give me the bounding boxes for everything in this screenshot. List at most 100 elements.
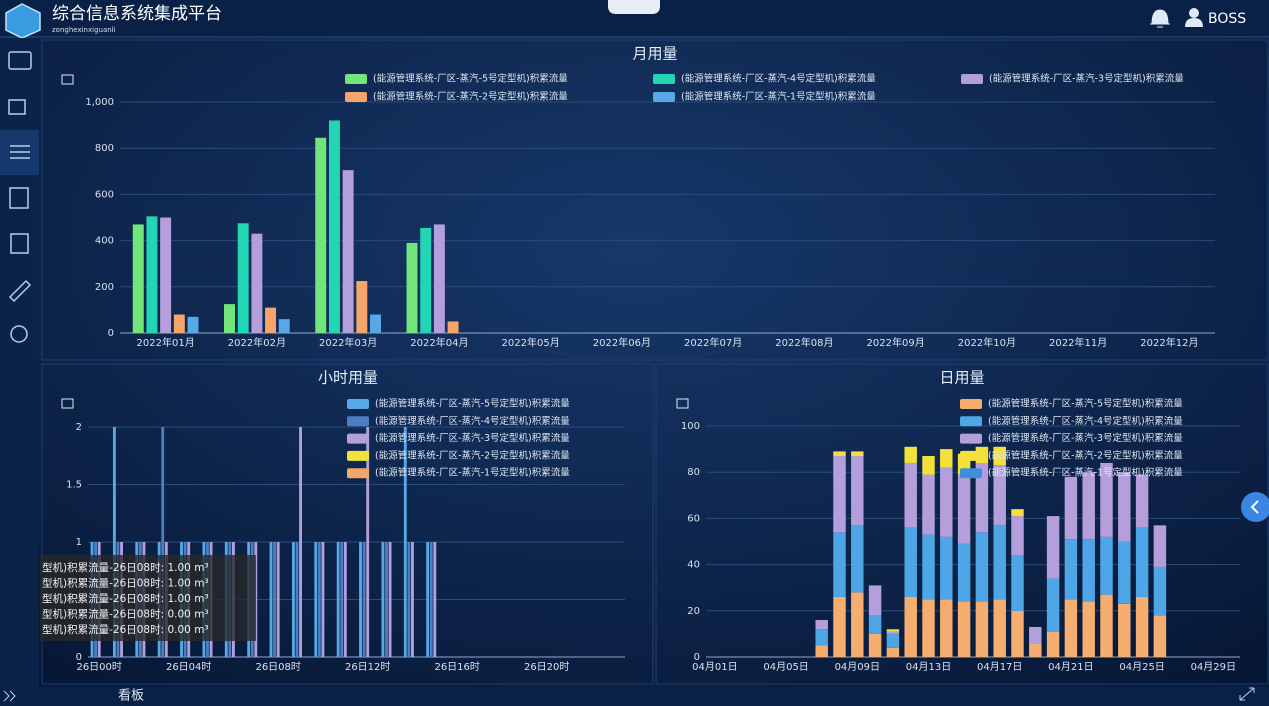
y-tick-label: 0 (108, 328, 114, 339)
y-tick-label: 2 (76, 422, 82, 433)
y-tick-label: 40 (687, 560, 700, 571)
legend-swatch (960, 468, 982, 479)
x-tick-label: 26日04时 (166, 661, 211, 673)
bar (278, 319, 290, 333)
legend-label: (能源管理系统-厂区-蒸汽-4号定型机)积累流量 (681, 73, 876, 85)
nav-icon[interactable] (8, 51, 32, 70)
bar-segment (1135, 474, 1149, 528)
legend-swatch (347, 399, 369, 409)
bar-segment (975, 601, 989, 657)
legend-swatch (960, 416, 982, 427)
bar-segment (993, 446, 1006, 466)
bar (370, 314, 381, 333)
x-tick-label: 04月09日 (835, 661, 880, 673)
x-tick-label: 2022年11月 (1049, 336, 1107, 349)
bar-segment (1082, 601, 1095, 657)
nav-icon[interactable] (10, 233, 29, 254)
bar-segment (886, 633, 900, 648)
y-tick-label: 1 (76, 537, 82, 548)
bar (342, 170, 354, 333)
bar (426, 542, 430, 657)
bar-segment (851, 525, 864, 593)
footer-tab[interactable]: 看板 (118, 688, 144, 704)
bar-segment (1011, 509, 1024, 517)
bar-segment (904, 527, 917, 597)
fullscreen-icon[interactable] (1239, 687, 1255, 701)
tooltip-row: 型机)积累流量-26日08时: 1.00 m³ (42, 592, 209, 605)
export-icon[interactable] (61, 74, 74, 85)
user-name[interactable]: BOSS (1208, 11, 1246, 27)
bar-segment (833, 456, 846, 533)
nav-icon[interactable] (9, 187, 29, 209)
collapse-handle[interactable] (608, 0, 660, 14)
bar-segment (904, 446, 917, 463)
bar-segment (851, 592, 864, 657)
expand-arrow (1250, 500, 1259, 514)
bar-segment (993, 525, 1006, 600)
bar (336, 542, 340, 657)
x-tick-label: 26日12时 (345, 661, 390, 673)
bar (161, 427, 165, 657)
x-tick-label: 26日16时 (434, 661, 479, 673)
bar (381, 542, 385, 657)
bar (328, 120, 340, 333)
bar-segment (1029, 643, 1042, 657)
bar (265, 307, 277, 333)
expand-button[interactable] (1241, 492, 1269, 522)
chart-title: 小时用量 (318, 369, 378, 387)
bar-segment (1118, 472, 1131, 542)
x-tick-label: 2022年10月 (958, 336, 1016, 349)
bar-segment (940, 449, 953, 468)
x-tick-label: 04月25日 (1119, 661, 1164, 673)
legend-label: (能源管理系统-厂区-蒸汽-3号定型机)积累流量 (989, 73, 1184, 85)
tooltip-row: 型机)积累流量-26日08时: 0.00 m³ (42, 623, 209, 636)
y-tick-label: 400 (95, 236, 114, 247)
bar (340, 542, 344, 657)
bar-segment (815, 620, 828, 630)
bar-segment (1011, 516, 1024, 556)
bell-icon[interactable] (1150, 9, 1170, 28)
x-tick-label: 2022年01月 (137, 336, 195, 349)
tooltip-rows: 型机)积累流量-26日08时: 1.00 m³ 型机)积累流量-26日08时: 1… (42, 561, 209, 636)
x-tick-label: 26日08时 (255, 661, 300, 673)
bar-segment (1064, 476, 1078, 540)
x-tick-label: 2022年08月 (775, 336, 833, 349)
x-tick-label: 2022年12月 (1140, 336, 1198, 349)
bar-segment (1046, 578, 1060, 632)
bar-segment (1118, 603, 1131, 657)
bar (132, 224, 144, 333)
tooltip-row: 型机)积累流量-26日08时: 1.00 m³ (42, 577, 209, 590)
bar (406, 242, 418, 333)
legend-label: (能源管理系统-厂区-蒸汽-5号定型机)积累流量 (988, 398, 1183, 410)
bar-segment (975, 462, 989, 533)
bar (362, 542, 366, 657)
legend-swatch (653, 74, 675, 84)
nav-icon[interactable] (10, 325, 28, 343)
bar (187, 316, 199, 333)
export-icon[interactable] (61, 398, 74, 409)
x-tick-label: 26日00时 (76, 661, 121, 673)
bar-segment (1135, 527, 1149, 597)
bar (276, 542, 280, 657)
legend-label: (能源管理系统-厂区-蒸汽-2号定型机)积累流量 (988, 449, 1183, 461)
bar-segment (993, 465, 1006, 526)
chart-title: 月用量 (632, 45, 677, 63)
bar-segment (886, 631, 900, 634)
export-icon[interactable] (676, 398, 689, 409)
bar (112, 427, 116, 657)
bar (433, 224, 445, 333)
footer-expand[interactable] (3, 690, 16, 702)
user-icon-body[interactable] (1185, 18, 1203, 27)
nav-icon[interactable] (10, 145, 30, 159)
bar (447, 321, 459, 333)
legend-swatch (347, 450, 369, 461)
footer (0, 686, 1269, 706)
nav-icon[interactable] (8, 279, 32, 303)
bar-segment (940, 536, 953, 600)
y-tick-label: 100 (681, 421, 700, 432)
bar-segment (975, 532, 989, 602)
nav-icon[interactable] (8, 99, 26, 115)
user-icon-head[interactable] (1189, 8, 1199, 18)
bar-segment (904, 596, 917, 657)
